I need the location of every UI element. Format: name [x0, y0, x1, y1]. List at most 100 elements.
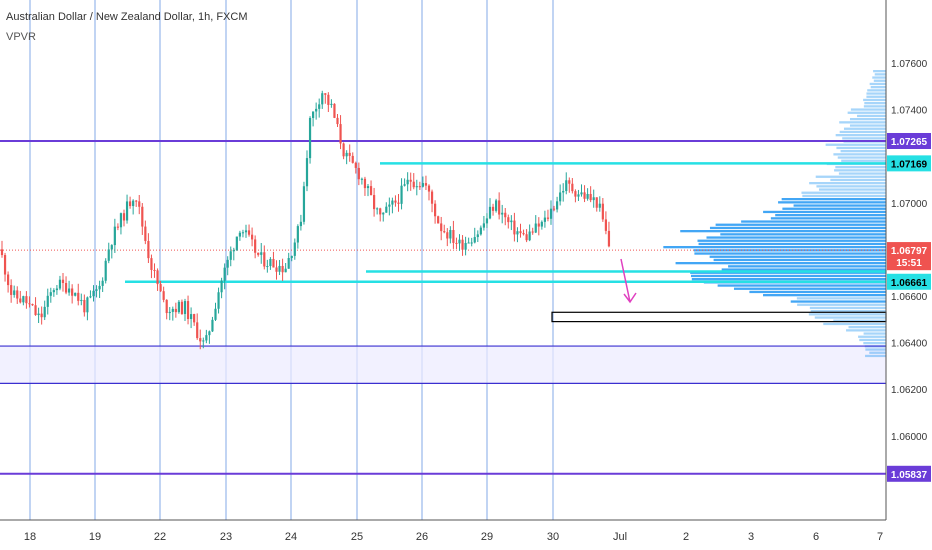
candlestick[interactable]	[470, 237, 473, 247]
candlestick[interactable]	[406, 172, 409, 192]
candlestick[interactable]	[107, 242, 110, 264]
candlestick[interactable]	[190, 307, 193, 329]
candlestick[interactable]	[61, 273, 65, 292]
candlestick[interactable]	[403, 178, 406, 187]
candlestick[interactable]	[98, 280, 101, 299]
candlestick[interactable]	[476, 230, 479, 243]
candlestick[interactable]	[89, 290, 92, 299]
candlestick[interactable]	[354, 161, 357, 174]
candlestick[interactable]	[13, 285, 16, 298]
candlestick[interactable]	[379, 207, 382, 222]
candlestick[interactable]	[333, 103, 336, 119]
candlestick[interactable]	[388, 197, 391, 216]
candlestick[interactable]	[7, 271, 10, 293]
candlestick[interactable]	[125, 194, 129, 224]
candlestick[interactable]	[211, 316, 214, 333]
candlestick[interactable]	[83, 294, 86, 317]
candlestick[interactable]	[290, 255, 293, 262]
candlestick[interactable]	[607, 221, 611, 248]
candlestick[interactable]	[174, 302, 177, 318]
candlestick[interactable]	[348, 144, 351, 162]
candlestick[interactable]	[251, 227, 254, 247]
candlestick[interactable]	[141, 203, 144, 235]
candlestick[interactable]	[513, 212, 516, 242]
candlestick[interactable]	[241, 229, 245, 238]
candlestick[interactable]	[64, 276, 68, 295]
candlestick[interactable]	[446, 228, 449, 247]
candlestick[interactable]	[186, 295, 190, 325]
candlestick[interactable]	[214, 302, 217, 321]
candlestick[interactable]	[351, 152, 354, 164]
candlestick[interactable]	[226, 256, 229, 276]
candlestick[interactable]	[339, 115, 342, 150]
candlestick[interactable]	[595, 197, 598, 212]
candlestick[interactable]	[324, 93, 327, 104]
candlestick[interactable]	[269, 257, 272, 270]
candlestick[interactable]	[77, 283, 80, 306]
candlestick[interactable]	[327, 92, 330, 113]
candlestick[interactable]	[330, 99, 333, 108]
candlestick[interactable]	[412, 173, 415, 190]
candlestick[interactable]	[159, 280, 162, 292]
candlestick[interactable]	[275, 260, 278, 280]
candlestick[interactable]	[604, 211, 607, 235]
candlestick[interactable]	[437, 215, 440, 224]
candlestick[interactable]	[421, 176, 424, 188]
candlestick[interactable]	[467, 237, 470, 244]
candlestick[interactable]	[452, 220, 455, 249]
candlestick[interactable]	[577, 189, 580, 202]
candlestick[interactable]	[284, 263, 287, 273]
candlestick[interactable]	[153, 263, 156, 278]
candlestick[interactable]	[360, 177, 363, 185]
candlestick[interactable]	[132, 199, 135, 215]
candlestick[interactable]	[287, 252, 290, 269]
candlestick[interactable]	[342, 142, 345, 160]
candlestick[interactable]	[168, 307, 171, 321]
candlestick[interactable]	[376, 207, 379, 215]
candlestick[interactable]	[293, 238, 296, 260]
candlestick[interactable]	[394, 195, 397, 207]
candlestick[interactable]	[257, 252, 260, 257]
indicator-label[interactable]: VPVR	[6, 31, 36, 43]
candlestick[interactable]	[92, 285, 95, 302]
candlestick[interactable]	[223, 263, 226, 290]
candlestick[interactable]	[232, 247, 235, 261]
candlestick[interactable]	[52, 288, 55, 297]
candlestick[interactable]	[363, 176, 367, 196]
candlestick[interactable]	[565, 172, 568, 195]
candlestick[interactable]	[40, 306, 43, 325]
candlestick[interactable]	[3, 252, 7, 282]
candlestick[interactable]	[531, 227, 534, 235]
candlestick[interactable]	[220, 277, 223, 299]
candlestick[interactable]	[308, 116, 312, 164]
candlestick[interactable]	[247, 224, 251, 237]
candlestick[interactable]	[305, 150, 309, 192]
candlestick[interactable]	[418, 181, 421, 190]
candlestick[interactable]	[165, 299, 168, 320]
candlestick[interactable]	[556, 196, 559, 213]
candlestick[interactable]	[449, 226, 452, 244]
candlestick[interactable]	[434, 200, 437, 224]
candlestick[interactable]	[281, 258, 284, 281]
candlestick[interactable]	[580, 184, 583, 197]
candlestick[interactable]	[559, 184, 562, 206]
candlestick[interactable]	[150, 254, 153, 279]
candlestick[interactable]	[430, 189, 434, 213]
candlestick[interactable]	[58, 275, 62, 291]
candlestick[interactable]	[171, 306, 174, 321]
candlestick[interactable]	[46, 288, 49, 315]
candlestick[interactable]	[31, 303, 34, 306]
candlestick[interactable]	[135, 199, 138, 207]
candlestick[interactable]	[22, 295, 25, 306]
candlestick[interactable]	[235, 236, 238, 251]
candlestick[interactable]	[336, 113, 339, 127]
candlestick[interactable]	[0, 240, 4, 258]
candlestick[interactable]	[278, 260, 281, 276]
candlestick[interactable]	[144, 220, 147, 245]
candlestick[interactable]	[229, 246, 232, 267]
candlestick[interactable]	[498, 192, 501, 220]
candlestick[interactable]	[302, 181, 306, 225]
candlestick[interactable]	[43, 300, 46, 321]
